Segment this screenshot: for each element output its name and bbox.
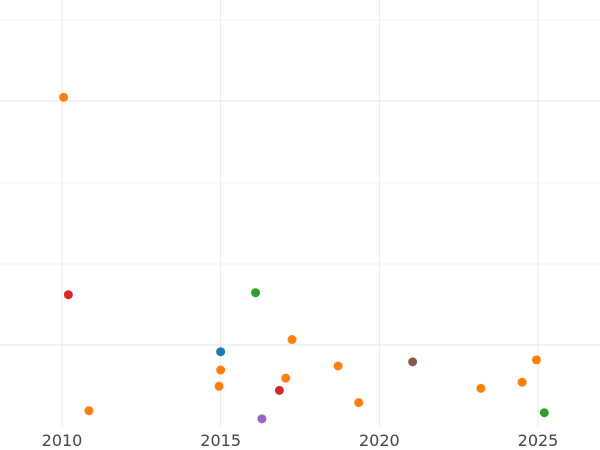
data-point	[333, 361, 343, 371]
data-point	[257, 414, 267, 424]
x-tick-label: 2015	[200, 431, 241, 450]
data-point	[214, 381, 224, 391]
data-point	[63, 290, 73, 300]
data-points	[59, 92, 549, 424]
data-point	[59, 92, 69, 102]
x-axis-ticks: 2010 2015 2020 2025	[42, 431, 559, 450]
data-point	[251, 288, 261, 298]
data-point	[408, 357, 418, 367]
data-point	[539, 408, 549, 418]
data-point	[216, 365, 226, 375]
data-point	[476, 383, 486, 393]
data-point	[84, 406, 94, 416]
data-point	[281, 373, 291, 383]
data-point	[216, 347, 226, 357]
data-point	[354, 398, 364, 408]
x-tick-label: 2025	[518, 431, 559, 450]
data-point	[531, 355, 541, 365]
grid	[0, 0, 600, 427]
data-point	[287, 334, 297, 344]
x-tick-label: 2020	[359, 431, 400, 450]
x-tick-label: 2010	[42, 431, 83, 450]
data-point	[274, 385, 284, 395]
data-point	[517, 377, 527, 387]
